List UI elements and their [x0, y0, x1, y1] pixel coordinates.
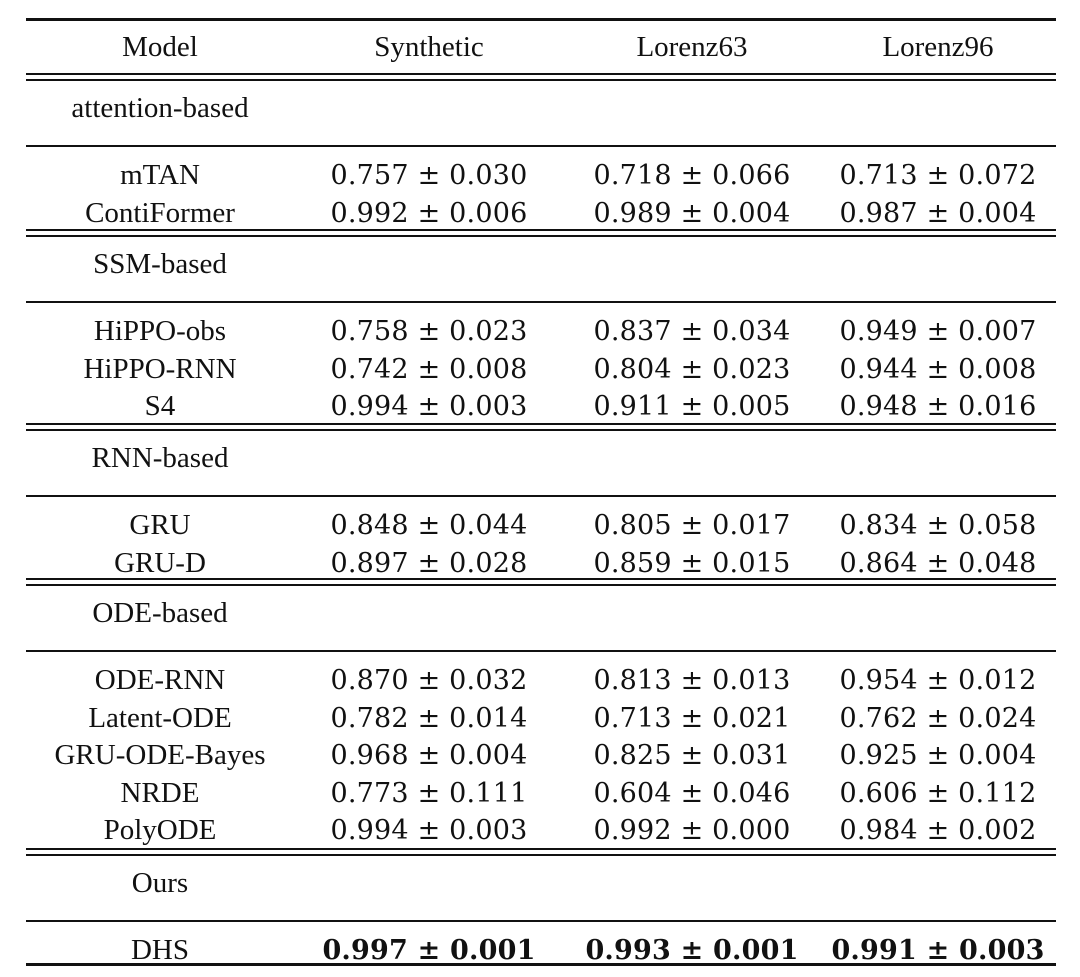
metric-value: 0.989 ± 0.004: [593, 197, 791, 229]
section-double-rule: [26, 854, 1056, 856]
section-double-rule: [26, 235, 1056, 237]
metric-value: 0.948 ± 0.016: [839, 391, 1037, 423]
metric-value: 0.992 ± 0.000: [593, 815, 791, 847]
section-label: RNN-based: [91, 442, 229, 474]
model-name: S4: [144, 390, 176, 423]
section-double-rule: [26, 578, 1056, 580]
model-name: DHS: [130, 934, 189, 966]
metric-value: 0.997 ± 0.001: [322, 935, 536, 966]
metric-value: 0.994 ± 0.003: [330, 391, 528, 423]
metric-value: 0.968 ± 0.004: [330, 740, 528, 772]
model-name: Latent-ODE: [88, 701, 232, 734]
model-name: mTAN: [120, 159, 200, 191]
results-table: Model Synthetic Lorenz63 Lorenz96 attent…: [26, 0, 1056, 977]
model-name: NRDE: [120, 776, 200, 809]
model-name: ODE-RNN: [94, 664, 226, 696]
model-name: GRU-ODE-Bayes: [54, 739, 266, 772]
section-rule: [26, 495, 1056, 497]
section-double-rule: [26, 584, 1056, 586]
header-synthetic: Synthetic: [374, 31, 484, 63]
metric-value: 0.949 ± 0.007: [839, 316, 1037, 347]
model-name: ContiFormer: [85, 196, 235, 229]
top-rule: [26, 18, 1056, 21]
section-label: Ours: [131, 867, 189, 899]
model-name: HiPPO-obs: [93, 315, 227, 347]
section-double-rule: [26, 73, 1056, 75]
metric-value: 0.805 ± 0.017: [593, 510, 791, 541]
metric-value: 0.993 ± 0.001: [585, 935, 799, 966]
metric-value: 0.837 ± 0.034: [593, 316, 791, 347]
metric-value: 0.604 ± 0.046: [593, 777, 791, 809]
model-name: HiPPO-RNN: [83, 352, 237, 385]
section-double-rule: [26, 848, 1056, 850]
header-lorenz96: Lorenz96: [882, 31, 994, 63]
metric-value: 0.825 ± 0.031: [593, 740, 791, 772]
metric-value: 0.994 ± 0.003: [330, 815, 528, 847]
metric-value: 0.606 ± 0.112: [839, 777, 1037, 809]
model-name: GRU: [129, 509, 191, 541]
section-rule: [26, 301, 1056, 303]
metric-value: 0.987 ± 0.004: [839, 197, 1037, 229]
metric-value: 0.758 ± 0.023: [330, 316, 528, 347]
section-rule: [26, 145, 1056, 147]
model-name: PolyODE: [103, 814, 217, 847]
section-label: ODE-based: [92, 597, 228, 629]
metric-value: 0.762 ± 0.024: [839, 702, 1037, 734]
metric-value: 0.864 ± 0.048: [839, 547, 1037, 579]
bottom-rule: [26, 963, 1056, 966]
metric-value: 0.944 ± 0.008: [839, 353, 1037, 385]
metric-value: 0.911 ± 0.005: [593, 391, 791, 423]
metric-value: 0.773 ± 0.111: [330, 777, 528, 809]
header-lorenz63: Lorenz63: [636, 31, 748, 63]
metric-value: 0.782 ± 0.014: [330, 702, 528, 734]
metric-value: 0.834 ± 0.058: [839, 510, 1037, 541]
section-double-rule: [26, 79, 1056, 81]
metric-value: 0.718 ± 0.066: [593, 160, 791, 191]
section-double-rule: [26, 429, 1056, 431]
section-label: SSM-based: [93, 248, 227, 280]
metric-value: 0.713 ± 0.072: [839, 160, 1037, 191]
section-label: attention-based: [71, 92, 249, 124]
metric-value: 0.757 ± 0.030: [330, 160, 528, 191]
header-model: Model: [122, 31, 198, 63]
model-name: GRU-D: [114, 546, 206, 579]
metric-value: 0.742 ± 0.008: [330, 353, 528, 385]
metric-value: 0.713 ± 0.021: [593, 702, 791, 734]
section-double-rule: [26, 423, 1056, 425]
metric-value: 0.848 ± 0.044: [330, 510, 528, 541]
metric-value: 0.991 ± 0.003: [831, 935, 1045, 966]
metric-value: 0.984 ± 0.002: [839, 815, 1037, 847]
metric-value: 0.992 ± 0.006: [330, 197, 528, 229]
section-double-rule: [26, 229, 1056, 231]
metric-value: 0.925 ± 0.004: [839, 740, 1037, 772]
section-rule: [26, 920, 1056, 922]
section-rule: [26, 650, 1056, 652]
metric-value: 0.870 ± 0.032: [330, 665, 528, 696]
metric-value: 0.813 ± 0.013: [593, 665, 791, 696]
metric-value: 0.859 ± 0.015: [593, 547, 791, 579]
metric-value: 0.804 ± 0.023: [593, 353, 791, 385]
metric-value: 0.954 ± 0.012: [839, 665, 1037, 696]
metric-value: 0.897 ± 0.028: [330, 547, 528, 579]
